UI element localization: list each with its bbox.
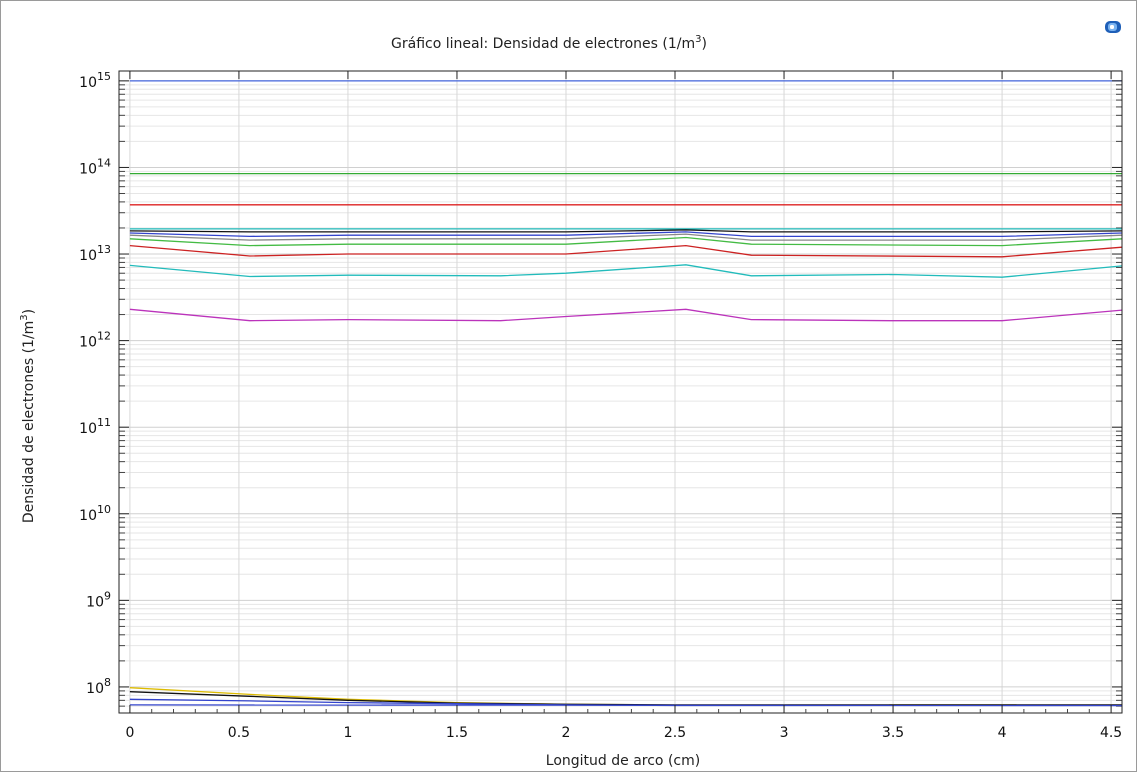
y-tick-label: 109 (86, 589, 111, 610)
y-tick-label: 1013 (79, 243, 111, 264)
series-line-15 (129, 704, 1123, 707)
x-tick-label: 4.5 (1100, 725, 1122, 741)
y-tick-label: 1014 (79, 156, 111, 177)
plot-background (119, 71, 1122, 713)
series-line-10 (129, 264, 1123, 278)
x-tick-label: 0 (125, 725, 134, 741)
y-tick-label: 1012 (79, 330, 111, 351)
y-tick-label: 1011 (79, 416, 111, 437)
series-line-7 (129, 233, 1123, 241)
x-tick-label: 1 (343, 725, 352, 741)
axis-frame (118, 70, 1123, 714)
x-tick-label: 3.5 (882, 725, 904, 741)
minor-grid (119, 84, 1122, 707)
y-tick-label: 108 (86, 676, 111, 697)
series-layer (129, 80, 1123, 707)
x-axis-ticks: 0 0.5 1 1.5 2 2.5 3 3.5 4 4.5 (125, 71, 1122, 741)
y-tick-label: 1015 (79, 70, 111, 91)
x-tick-label: 2 (562, 725, 571, 741)
y-axis-ticks: 108 109 1010 1011 1012 1013 1014 1015 (79, 70, 1122, 697)
y-axis-label: Densidad de electrones (1/m3) (19, 309, 37, 523)
x-tick-label: 4 (998, 725, 1007, 741)
x-tick-label: 3 (780, 725, 789, 741)
series-line-8 (129, 236, 1123, 247)
x-tick-label: 0.5 (228, 725, 250, 741)
series-line-6 (129, 231, 1123, 238)
x-axis-label: Longitud de arco (cm) (546, 753, 700, 769)
series-line-5 (129, 229, 1123, 233)
series-line-11 (129, 308, 1123, 322)
major-grid (119, 71, 1122, 713)
axes-box (118, 70, 1123, 714)
chart-title: Gráfico lineal: Densidad de electrones (… (391, 34, 707, 52)
series-line-9 (129, 244, 1123, 258)
y-tick-label: 1010 (79, 503, 111, 524)
comsol-logo-icon[interactable] (1104, 20, 1122, 34)
plot-area (119, 71, 1122, 713)
x-tick-label: 2.5 (664, 725, 686, 741)
x-tick-label: 1.5 (446, 725, 468, 741)
